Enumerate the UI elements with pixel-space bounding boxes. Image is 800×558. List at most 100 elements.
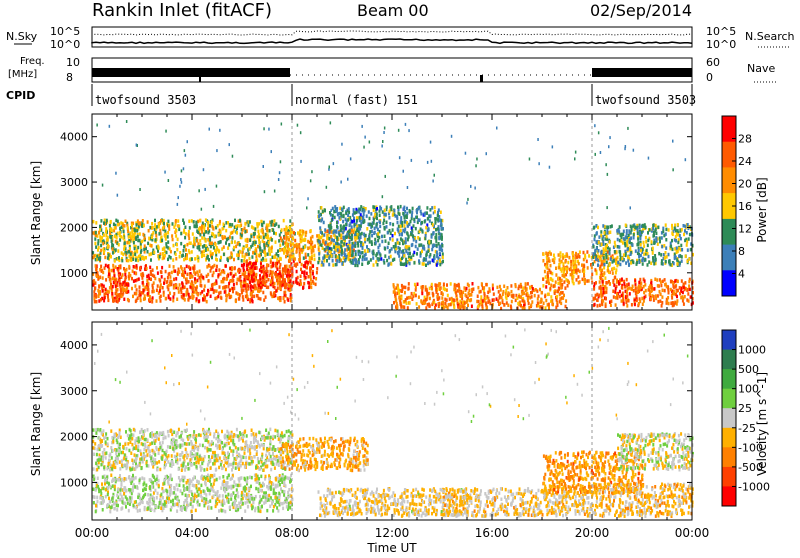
data-cell <box>168 273 170 277</box>
data-cell <box>132 229 134 233</box>
data-cell <box>577 275 579 279</box>
data-cell <box>210 295 212 299</box>
data-cell <box>141 257 143 261</box>
data-cell <box>373 209 375 213</box>
data-cell <box>425 264 427 268</box>
data-cell <box>582 278 584 282</box>
data-cell <box>252 251 254 255</box>
data-cell <box>244 222 246 226</box>
data-cell <box>578 262 580 266</box>
data-cell <box>484 299 486 303</box>
data-cell <box>263 280 265 284</box>
data-cell <box>421 250 423 254</box>
data-cell <box>212 274 214 278</box>
data-cell <box>369 217 371 221</box>
data-cell <box>515 285 517 289</box>
data-cell <box>255 262 257 266</box>
data-cell <box>351 225 353 229</box>
data-cell <box>545 265 547 269</box>
data-cell <box>200 273 202 277</box>
data-cell <box>572 275 574 279</box>
data-cell <box>215 250 217 254</box>
data-cell <box>320 230 322 234</box>
data-cell <box>224 285 226 289</box>
data-cell <box>400 303 402 307</box>
data-cell <box>207 279 209 283</box>
data-cell <box>597 263 599 267</box>
data-cell <box>161 239 163 243</box>
data-cell <box>176 298 178 302</box>
data-cell <box>183 286 185 290</box>
data-cell <box>287 298 289 302</box>
data-cell <box>341 245 343 249</box>
data-cell <box>349 236 351 240</box>
data-cell <box>259 248 261 252</box>
data-cell <box>111 269 113 273</box>
data-cell <box>553 254 555 258</box>
data-cell <box>123 230 125 234</box>
data-cell <box>613 295 615 299</box>
data-cell <box>377 246 379 250</box>
data-cell <box>162 226 164 230</box>
data-cell <box>484 294 486 298</box>
data-cell <box>672 140 674 143</box>
data-cell <box>251 277 253 281</box>
data-cell <box>232 290 234 294</box>
data-cell <box>310 278 312 282</box>
data-cell <box>661 301 663 305</box>
data-cell <box>677 289 679 293</box>
data-cell <box>316 267 318 271</box>
data-cell <box>492 287 494 291</box>
data-cell <box>354 264 356 268</box>
data-cell <box>257 279 259 283</box>
data-cell <box>627 127 629 130</box>
data-cell <box>188 293 190 297</box>
data-cell <box>387 263 389 267</box>
data-cell <box>150 273 152 277</box>
data-cell <box>219 220 221 224</box>
data-cell <box>655 258 657 262</box>
data-cell <box>382 210 384 214</box>
data-cell <box>304 261 306 265</box>
data-cell <box>465 152 467 155</box>
data-cell <box>542 284 544 288</box>
data-cell <box>107 295 109 299</box>
data-cell <box>118 274 120 278</box>
data-cell <box>213 246 215 250</box>
data-cell <box>335 209 337 213</box>
data-cell <box>169 264 171 268</box>
data-cell <box>133 279 135 283</box>
data-cell <box>300 160 302 163</box>
data-cell <box>325 241 327 245</box>
data-cell <box>318 248 320 252</box>
data-cell <box>326 259 328 263</box>
data-cell <box>148 288 150 292</box>
data-cell <box>359 219 361 223</box>
data-cell <box>283 280 285 284</box>
data-cell <box>211 225 213 229</box>
data-cell <box>183 167 185 170</box>
cpid-segment-label: twofsound 3503 <box>595 93 696 107</box>
data-cell <box>307 281 309 285</box>
data-cell <box>226 257 228 261</box>
data-cell <box>235 225 237 229</box>
data-cell <box>441 296 443 300</box>
data-cell <box>213 494 215 498</box>
data-cell <box>279 263 281 267</box>
data-cell <box>673 292 675 296</box>
data-cell <box>471 305 473 309</box>
data-cell <box>400 216 402 220</box>
data-cell <box>206 265 208 269</box>
data-cell <box>487 291 489 295</box>
data-cell <box>665 246 667 250</box>
data-cell <box>175 223 177 227</box>
data-cell <box>276 268 278 272</box>
data-cell <box>673 303 675 307</box>
data-cell <box>510 284 512 288</box>
data-cell <box>110 220 112 224</box>
data-cell <box>548 257 550 261</box>
data-cell <box>94 294 96 298</box>
data-cell <box>652 247 654 251</box>
data-cell <box>638 281 640 285</box>
data-cell <box>201 253 203 257</box>
